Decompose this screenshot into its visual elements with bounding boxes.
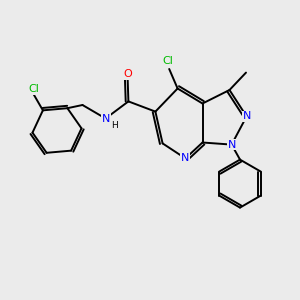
Text: O: O [123,69,132,80]
Text: N: N [101,113,110,124]
Text: N: N [242,111,251,122]
Text: N: N [181,153,190,164]
Text: Cl: Cl [28,84,39,94]
Text: H: H [112,122,118,130]
Text: Cl: Cl [162,56,173,66]
Text: N: N [227,140,236,150]
